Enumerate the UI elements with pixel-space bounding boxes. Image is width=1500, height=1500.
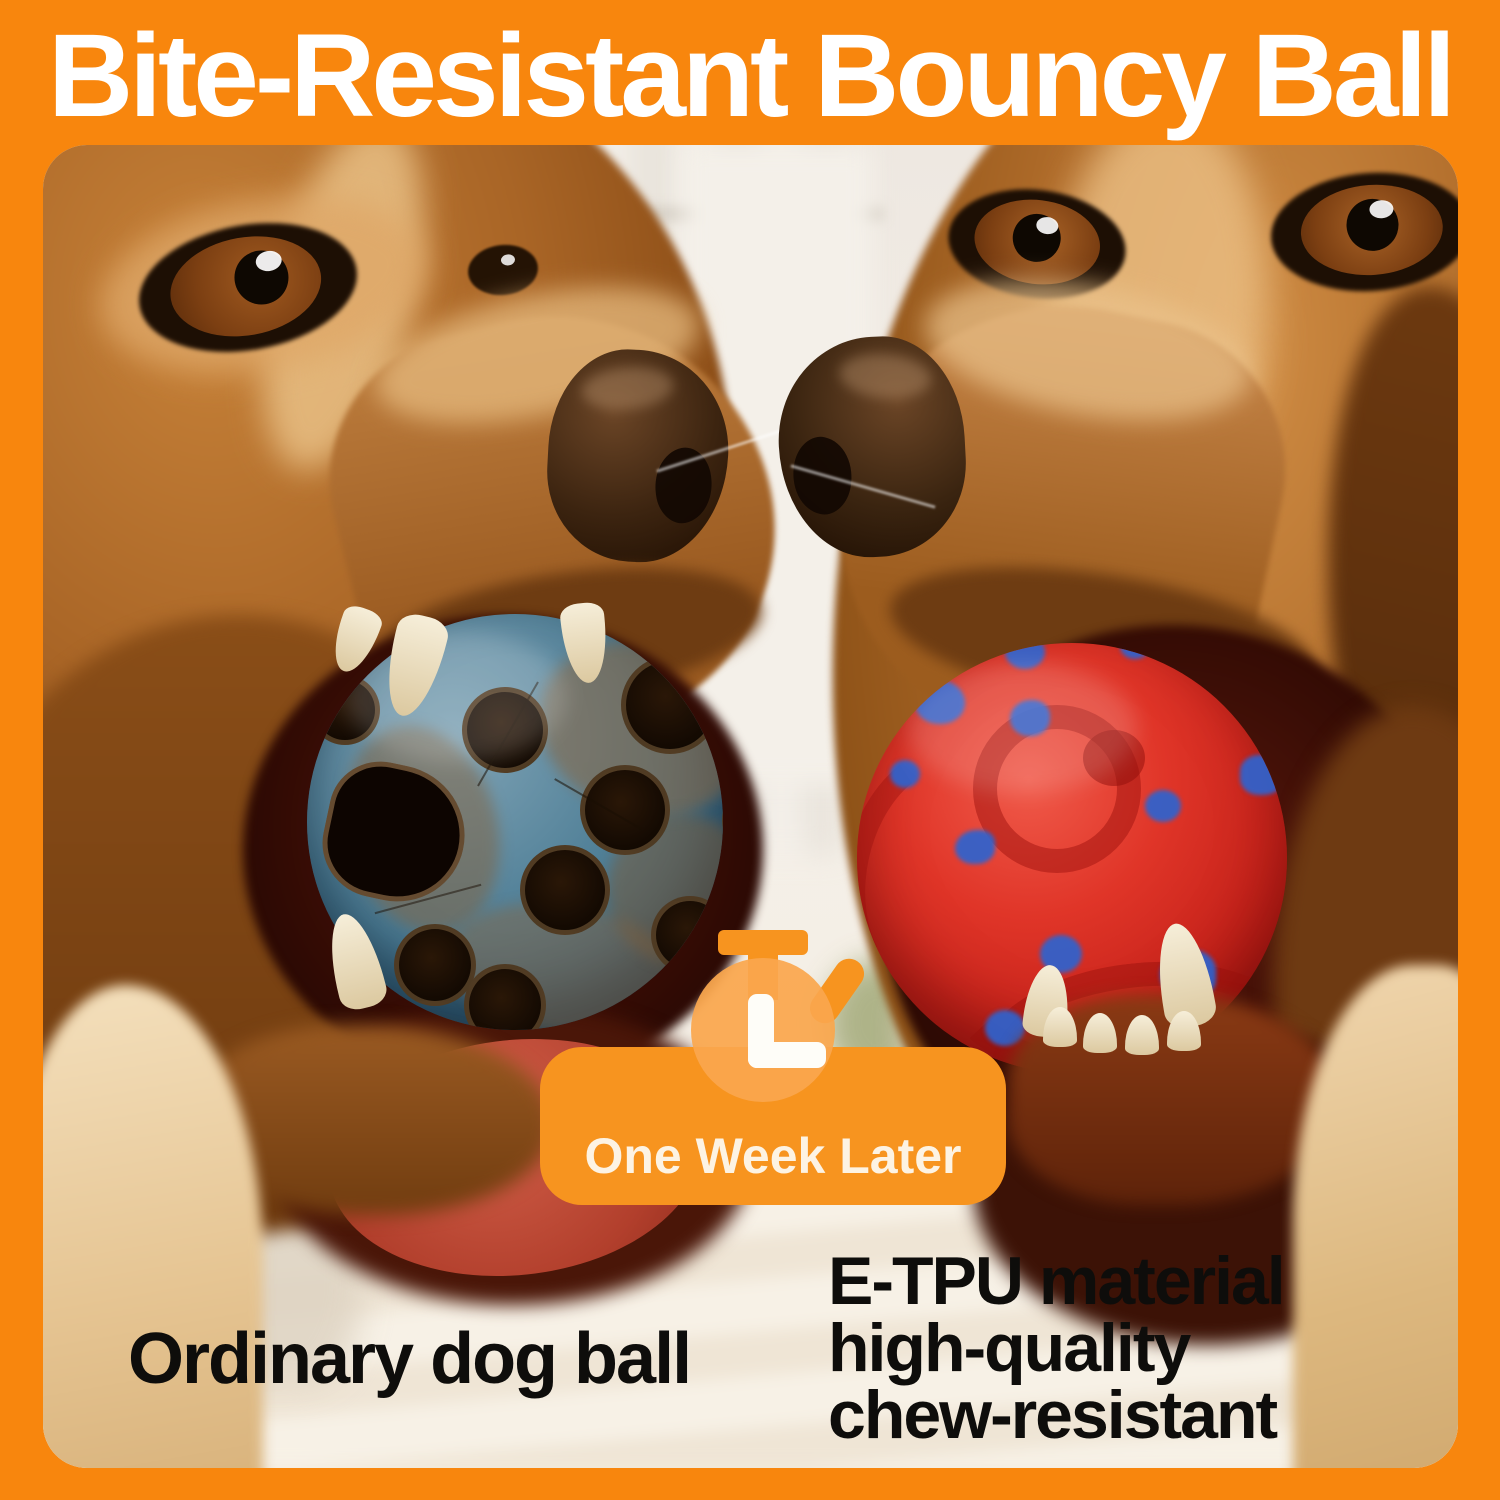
old-ball-hole [520,845,610,935]
old-ball [307,614,723,1030]
old-ball-highlight [347,632,567,762]
old-ball-hole [310,675,380,745]
new-ball-highlight [907,663,1137,793]
new-ball-spot [1005,643,1045,669]
old-ball-hole [621,656,719,754]
timer-badge-label: One Week Later [584,1128,962,1184]
new-ball-eye-dot [1083,730,1145,786]
new-ball-label-line2: high-quality [828,1310,1191,1386]
new-ball-spot [1010,700,1050,736]
new-ball-spot [890,760,920,788]
old-ball-hole [580,765,670,855]
new-ball-spot [955,830,995,864]
right-dog-eye-far [1267,166,1458,298]
nose-highlight [579,363,676,414]
new-ball-label-line1: E-TPU material [828,1243,1286,1319]
old-ball-hole [464,964,546,1030]
left-dog-far-eye [465,241,541,299]
new-ball-spot [1145,790,1181,822]
new-ball-spot [1120,643,1150,659]
new-ball-spot [985,1010,1025,1046]
new-ball-spot [1240,755,1286,795]
old-ball-label: Ordinary dog ball [128,1319,692,1399]
stopwatch-hand-horizontal [748,1042,826,1068]
page-title: Bite-Resistant Bouncy Ball [47,10,1456,142]
old-ball-hole [462,687,548,773]
new-ball-spot [915,680,965,724]
eye-outline [465,241,541,299]
nose-highlight [837,350,934,403]
photo-panel [43,145,1458,1468]
old-ball-hole [394,924,476,1006]
old-ball-hole [651,896,723,974]
new-ball-label: E-TPU material high-quality chew-resista… [828,1243,1286,1453]
new-ball-label-line3: chew-resistant [828,1377,1278,1453]
